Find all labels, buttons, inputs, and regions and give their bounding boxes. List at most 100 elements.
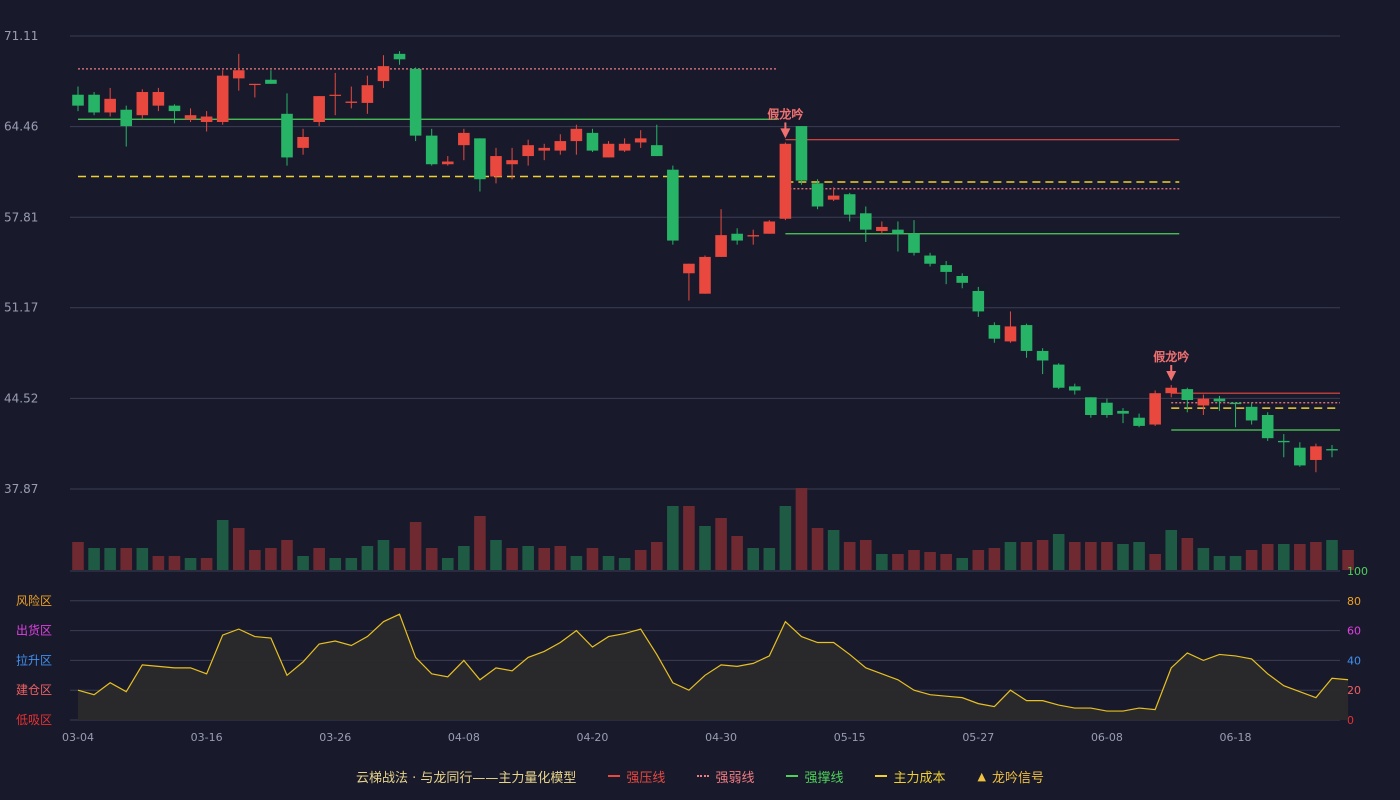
candle-body (136, 92, 149, 116)
candle-body (458, 132, 470, 146)
price-tick-label: 57.81 (4, 210, 38, 224)
candle-body (667, 169, 679, 241)
candle-body (908, 233, 920, 253)
volume-bar (120, 548, 133, 570)
candle-body (1261, 414, 1274, 439)
volume-bar (1149, 554, 1161, 570)
volume-bar (747, 548, 760, 570)
candle-body (490, 156, 502, 177)
volume-bar (1101, 542, 1113, 570)
candle-body (1117, 410, 1129, 414)
candle-body (249, 83, 261, 86)
candle (747, 229, 760, 245)
date-tick-label: 05-15 (834, 731, 866, 744)
candle (136, 89, 149, 120)
legend-item-support: 强撑线 (786, 767, 843, 786)
volume-bar (570, 556, 583, 570)
candle (1213, 395, 1226, 411)
zone-label: 拉升区 (16, 652, 52, 667)
candle (425, 128, 438, 166)
candle-body (1294, 447, 1306, 466)
candle (361, 75, 374, 114)
volume-bar (1117, 544, 1129, 570)
candle (1326, 444, 1338, 458)
volume-bar (313, 548, 325, 570)
legend-item-resistance: 强压线 (608, 767, 665, 786)
candle (184, 108, 197, 122)
candle-body (265, 79, 277, 84)
candle (458, 128, 470, 161)
candle-body (1326, 449, 1338, 451)
zone-label: 出货区 (16, 623, 52, 638)
volume-bar (377, 540, 390, 570)
volume-bar (249, 550, 261, 570)
candle-body (795, 126, 808, 181)
volume-bar (940, 554, 952, 570)
volume-bar (876, 554, 888, 570)
candle (763, 220, 776, 234)
volume-bar (956, 558, 969, 570)
osc-tick-label: 60 (1347, 625, 1361, 638)
volume-bar (168, 556, 181, 570)
candle (554, 134, 567, 155)
volume-bar (1277, 544, 1290, 570)
candle (956, 273, 969, 289)
candle-body (972, 290, 985, 312)
candle (908, 220, 920, 256)
volume-bar (1068, 542, 1081, 570)
osc-tick-label: 20 (1347, 684, 1361, 697)
candle-body (1213, 398, 1226, 402)
volume-bar (1245, 550, 1258, 570)
volume-bar (474, 516, 486, 570)
candle-body (1020, 325, 1033, 351)
date-tick-label: 05-27 (962, 731, 994, 744)
volume-bar (72, 542, 84, 570)
candle-body (345, 101, 358, 103)
candle (795, 126, 808, 185)
candle (1261, 412, 1274, 441)
candle-body (1133, 417, 1145, 426)
zone-label: 建仓区 (16, 683, 52, 697)
candle-body (570, 128, 583, 142)
candle-body (168, 105, 181, 112)
volume-bar (892, 554, 904, 570)
volume-bar (1085, 542, 1097, 570)
candle (1117, 408, 1129, 424)
candle-body (72, 94, 84, 106)
candle (731, 228, 743, 245)
volume-bar (441, 558, 454, 570)
volume-bar (634, 550, 647, 570)
volume-bar (924, 552, 936, 570)
osc-tick-label: 80 (1347, 595, 1361, 608)
candle (779, 142, 792, 221)
volume-bar (200, 558, 213, 570)
legend-item-cost: 主力成本 (875, 767, 945, 786)
volume-bar (972, 550, 985, 570)
candle (1165, 385, 1178, 398)
osc-tick-label: 100 (1347, 565, 1368, 578)
candle-body (441, 161, 454, 165)
candle (1149, 390, 1161, 426)
candle-body (683, 263, 695, 274)
grid (70, 35, 1340, 721)
candle (683, 263, 695, 301)
candle-body (1277, 440, 1290, 443)
candle-body (1068, 386, 1081, 391)
candle (152, 87, 165, 112)
volume-bar (409, 522, 422, 570)
candle-body (104, 98, 116, 113)
candle-body (1085, 397, 1097, 415)
candle (232, 53, 245, 91)
volume-bar (908, 550, 920, 570)
candle-body (1245, 406, 1258, 421)
candle-body (811, 183, 824, 207)
candle (1310, 443, 1322, 473)
price-tick-label: 37.87 (4, 482, 38, 496)
volume-bar (88, 548, 100, 570)
candle (120, 105, 133, 147)
date-axis: 03-04 03-16 03-26 04-08 04-20 04-30 05-15 05-27… (62, 731, 1252, 744)
candle-body (425, 135, 438, 165)
candle-body (940, 265, 952, 272)
candle (924, 252, 936, 267)
date-tick-label: 06-18 (1220, 731, 1252, 744)
